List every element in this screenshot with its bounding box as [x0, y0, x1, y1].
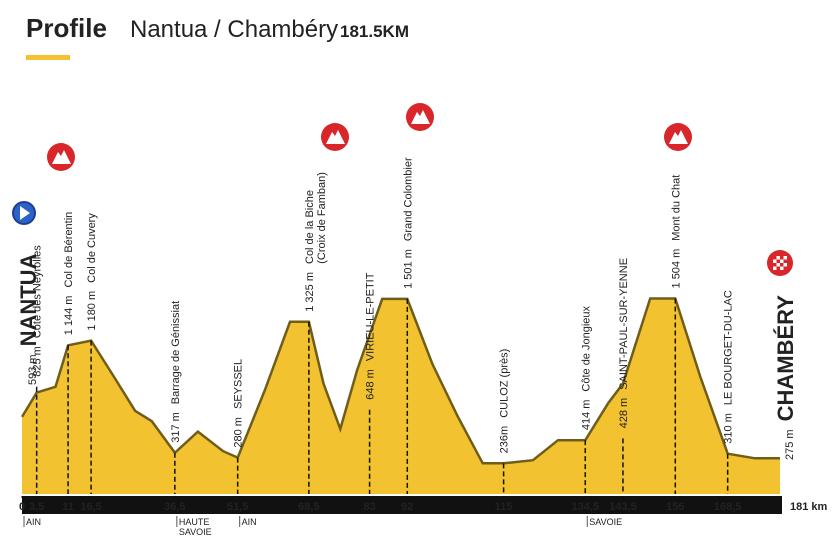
mountain-icon: [321, 123, 349, 151]
x-tick-label: 11: [62, 501, 74, 513]
waypoint-name: VIRIEU-LE-PETIT: [365, 272, 377, 361]
waypoint-note: (Croix de Famban): [316, 172, 328, 264]
x-tick-label: 3,5: [29, 501, 44, 513]
waypoint-label: 648 m VIRIEU-LE-PETIT: [365, 272, 377, 399]
waypoint-label: 1 504 m Mont du Chat: [670, 175, 682, 289]
waypoint-label: 1 144 m Col de Bérentin: [63, 212, 75, 336]
waypoint-label: 428 m SAINT-PAUL-SUR-YENNE: [618, 258, 630, 428]
x-tick-label: 92: [401, 501, 413, 513]
x-tick-label: 134,5: [571, 501, 599, 513]
waypoint-label: 310 m LE BOURGET-DU-LAC: [723, 290, 735, 444]
waypoint-label: 1 501 m Grand Colombier: [402, 157, 414, 289]
x-tick-label: 51,5: [227, 501, 248, 513]
distance-bar: [22, 496, 782, 514]
waypoint-name: Côte des Neyrolles: [32, 245, 44, 338]
x-tick-label: 16,5: [80, 501, 101, 513]
start-icon: [12, 201, 36, 225]
waypoint-altitude: 648 m: [365, 369, 377, 400]
waypoint-altitude: 1 144 m: [63, 296, 75, 336]
profile-fill: [22, 298, 780, 494]
finish-icon: [767, 250, 793, 276]
waypoint-altitude: 593 m: [27, 354, 39, 385]
mountain-icon: [47, 143, 75, 171]
waypoint-name: Col de Bérentin: [63, 212, 75, 288]
region-label: SAVOIE: [179, 527, 212, 537]
waypoint-altitude: 275 m: [784, 429, 796, 460]
subtitle: Nantua / Chambéry: [130, 16, 338, 43]
waypoint-name: Grand Colombier: [402, 157, 414, 241]
waypoint-label: 1 180 m Col de Cuvery: [86, 213, 98, 331]
mountain-icon: [664, 123, 692, 151]
waypoint-altitude: 1 504 m: [670, 249, 682, 289]
waypoint-label: 236m CULOZ (près): [499, 349, 511, 454]
waypoint-label: 593 m NANTUA: [16, 253, 41, 385]
waypoint-name: Col de la Biche: [304, 190, 316, 264]
waypoint-name: SEYSSEL: [233, 359, 245, 409]
waypoint-label: 280 m SEYSSEL: [233, 359, 245, 448]
waypoint-label: 825 m Côte des Neyrolles: [32, 245, 44, 377]
x-tick-label: 168,5: [714, 501, 742, 513]
waypoint-label: 275 m CHAMBÉRY: [773, 295, 798, 460]
x-tick-label: 0: [19, 501, 25, 513]
title-underline: [26, 55, 70, 60]
waypoint-name: Col de Cuvery: [86, 213, 98, 283]
waypoint-name: NANTUA: [16, 253, 41, 346]
region-label: SAVOIE: [589, 517, 622, 527]
x-tick-label: 181 km: [790, 501, 828, 513]
profile-line: [20, 297, 780, 465]
waypoint-name: Côte de Jongieux: [580, 305, 592, 391]
x-tick-label: 68,5: [298, 501, 319, 513]
waypoint-name: CULOZ (près): [499, 349, 511, 418]
waypoint-name: Mont du Chat: [670, 175, 682, 241]
x-tick-label: 83: [363, 501, 375, 513]
waypoint-label: 317 m Barrage de Génissiat: [170, 301, 182, 443]
x-tick-label: 115: [495, 501, 513, 513]
region-label: HAUTE: [179, 517, 210, 527]
waypoint-altitude: 1 180 m: [86, 291, 98, 331]
x-tick-label: 156: [666, 501, 684, 513]
waypoint-name: LE BOURGET-DU-LAC: [723, 290, 735, 405]
waypoint-altitude: 236m: [499, 426, 511, 454]
distance: 181.5KM: [340, 22, 409, 41]
waypoint-altitude: 310 m: [723, 413, 735, 444]
region-label: AIN: [26, 517, 41, 527]
waypoint-name: CHAMBÉRY: [773, 295, 798, 422]
waypoint-name: SAINT-PAUL-SUR-YENNE: [618, 258, 630, 390]
waypoint-label: 1 325 m Col de la Biche: [304, 190, 316, 312]
waypoint-altitude: 428 m: [618, 398, 630, 429]
waypoint-altitude: 280 m: [233, 417, 245, 448]
x-tick-label: 36,5: [164, 501, 185, 513]
title: Profile: [26, 13, 107, 43]
waypoint-altitude: 317 m: [170, 412, 182, 443]
x-tick-label: 143,5: [609, 501, 637, 513]
region-label: AIN: [242, 517, 257, 527]
waypoint-altitude: 1 501 m: [402, 249, 414, 289]
mountain-icon: [406, 103, 434, 131]
waypoint-name: Barrage de Génissiat: [170, 301, 182, 404]
waypoint-altitude: 414 m: [580, 400, 592, 431]
waypoint-label: 414 m Côte de Jongieux: [580, 305, 592, 430]
waypoint-altitude: 1 325 m: [304, 272, 316, 312]
waypoint-altitude: 825 m: [32, 346, 44, 377]
